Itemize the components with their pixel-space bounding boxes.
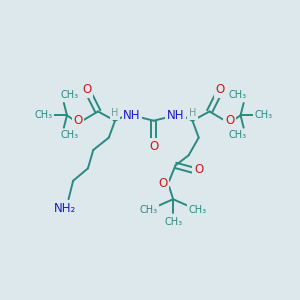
Text: CH₃: CH₃ bbox=[34, 110, 53, 120]
Text: NH: NH bbox=[167, 109, 184, 122]
Text: CH₃: CH₃ bbox=[189, 205, 207, 215]
Text: NH: NH bbox=[123, 109, 141, 122]
Text: O: O bbox=[158, 177, 168, 190]
Text: O: O bbox=[216, 83, 225, 96]
Text: O: O bbox=[73, 114, 83, 127]
Text: CH₃: CH₃ bbox=[61, 90, 79, 100]
Text: CH₃: CH₃ bbox=[228, 90, 247, 100]
Text: O: O bbox=[149, 140, 158, 153]
Text: NH₂: NH₂ bbox=[54, 202, 76, 215]
Text: O: O bbox=[225, 114, 234, 127]
Text: O: O bbox=[82, 83, 92, 96]
Text: CH₃: CH₃ bbox=[61, 130, 79, 140]
Text: H: H bbox=[111, 108, 119, 118]
Text: CH₃: CH₃ bbox=[164, 217, 182, 227]
Text: CH₃: CH₃ bbox=[255, 110, 273, 120]
Text: CH₃: CH₃ bbox=[228, 130, 247, 140]
Text: O: O bbox=[194, 164, 203, 176]
Text: CH₃: CH₃ bbox=[139, 205, 158, 215]
Text: H: H bbox=[189, 108, 196, 118]
